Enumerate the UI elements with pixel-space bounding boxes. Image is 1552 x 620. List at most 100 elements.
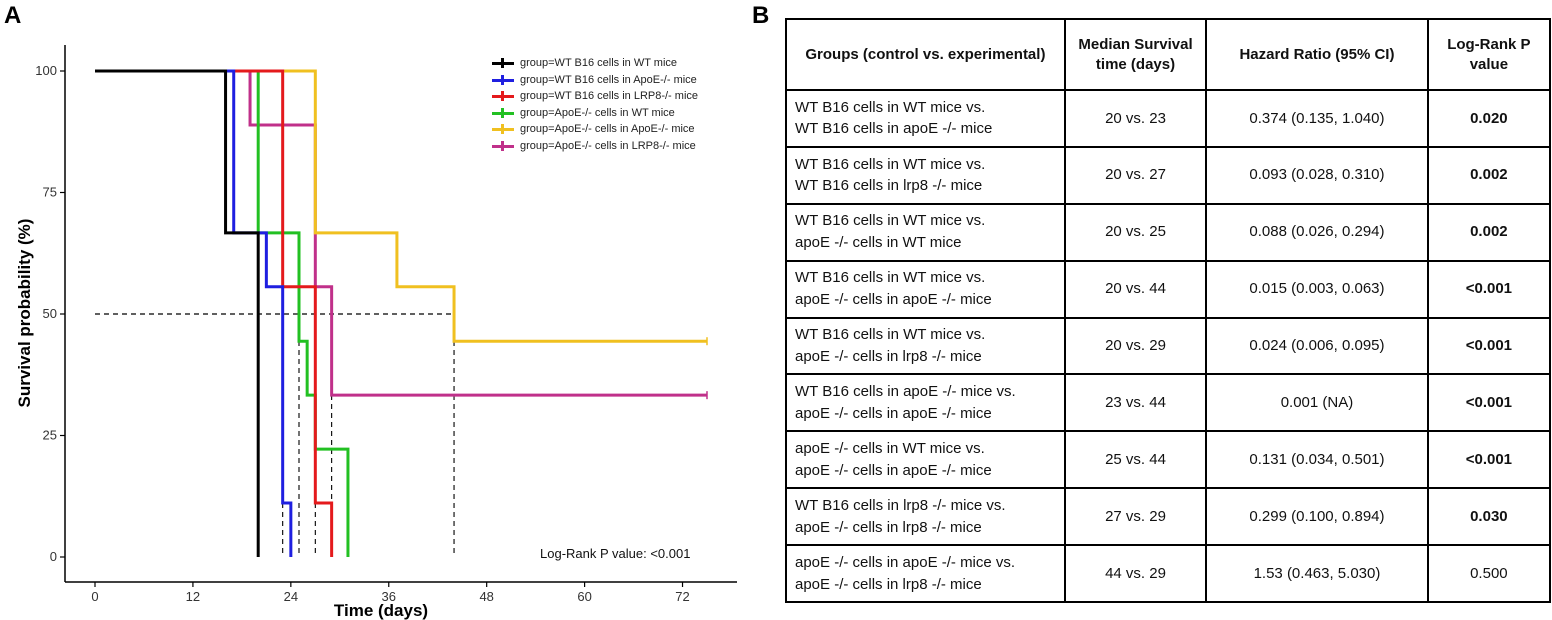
cell-hazard-ratio: 0.093 (0.028, 0.310) <box>1205 145 1429 205</box>
group-control: WT B16 cells in apoE -/- mice vs. <box>795 383 1016 401</box>
cell-groups: apoE -/- cells in apoE -/- mice vs. apoE … <box>785 544 1066 603</box>
group-control: WT B16 cells in WT mice vs. <box>795 155 986 173</box>
group-experimental: apoE -/- cells in lrp8 -/- mice <box>795 518 982 536</box>
group-experimental: apoE -/- cells in apoE -/- mice <box>795 461 992 479</box>
x-tick-label: 60 <box>577 589 591 604</box>
legend-swatch <box>490 91 516 102</box>
table-row: apoE -/- cells in WT mice vs. apoE -/- ce… <box>785 430 1552 490</box>
cell-hazard-ratio: 1.53 (0.463, 5.030) <box>1205 544 1429 603</box>
legend-swatch <box>490 107 516 118</box>
table-row: WT B16 cells in WT mice vs. apoE -/- cell… <box>785 316 1552 376</box>
cell-p-value: <0.001 <box>1426 430 1552 490</box>
table-row: WT B16 cells in apoE -/- mice vs. apoE -/… <box>785 373 1552 433</box>
survival-chart: 0 12 24 36 48 60 72 0 25 50 75 100 Time (days) Surv… <box>15 45 737 620</box>
survival-curve <box>95 69 350 557</box>
group-control: WT B16 cells in WT mice vs. <box>795 212 986 230</box>
cell-median: 20 vs. 25 <box>1063 202 1208 262</box>
legend-label: group=WT B16 cells in WT mice <box>520 57 678 70</box>
cell-p-value: 0.020 <box>1426 89 1552 148</box>
x-axis-label: Time (days) <box>334 601 428 620</box>
group-control: apoE -/- cells in WT mice vs. <box>795 439 985 457</box>
y-tick-label: 100 <box>35 63 57 78</box>
cell-median: 25 vs. 44 <box>1063 430 1208 490</box>
cell-groups: WT B16 cells in WT mice vs. apoE -/- cell… <box>785 259 1066 319</box>
legend-item: group=ApoE-/- cells in LRP8-/- mice <box>490 138 698 155</box>
cell-hazard-ratio: 0.088 (0.026, 0.294) <box>1205 202 1429 262</box>
x-tick-label: 36 <box>382 589 396 604</box>
x-tick-label: 72 <box>675 589 689 604</box>
cell-median: 44 vs. 29 <box>1063 544 1208 603</box>
table-row: WT B16 cells in lrp8 -/- mice vs. apoE -/… <box>785 487 1552 546</box>
y-tick-label: 75 <box>43 185 57 200</box>
chart-legend: group=WT B16 cells in WT mice group=WT B… <box>490 55 698 154</box>
cell-median: 20 vs. 44 <box>1063 259 1208 319</box>
legend-item: group=ApoE-/- cells in ApoE-/- mice <box>490 121 698 138</box>
cell-median: 27 vs. 29 <box>1063 487 1208 546</box>
cell-groups: WT B16 cells in WT mice vs. WT B16 cells … <box>785 89 1066 148</box>
y-tick-label: 0 <box>50 549 57 564</box>
group-experimental: WT B16 cells in apoE -/- mice <box>795 120 993 138</box>
survival-stats-table: Groups (control vs. experimental) Median… <box>785 18 1552 603</box>
cell-p-value: 0.002 <box>1426 145 1552 205</box>
legend-label: group=WT B16 cells in LRP8-/- mice <box>520 90 699 103</box>
group-control: WT B16 cells in WT mice vs. <box>795 326 986 344</box>
panel-b-label: B <box>752 2 770 29</box>
survival-curve <box>95 69 293 557</box>
cell-p-value: <0.001 <box>1426 259 1552 319</box>
x-tick-label: 12 <box>186 589 200 604</box>
group-control: apoE -/- cells in apoE -/- mice vs. <box>795 553 1016 571</box>
legend-label: group=WT B16 cells in ApoE-/- mice <box>520 73 697 86</box>
cell-hazard-ratio: 0.015 (0.003, 0.063) <box>1205 259 1429 319</box>
survival-curve <box>95 69 260 557</box>
cell-p-value: 0.030 <box>1426 487 1552 546</box>
legend-item: group=ApoE-/- cells in WT mice <box>490 105 698 122</box>
table-row: WT B16 cells in WT mice vs. WT B16 cells … <box>785 145 1552 205</box>
cell-groups: WT B16 cells in lrp8 -/- mice vs. apoE -/… <box>785 487 1066 546</box>
legend-item: group=WT B16 cells in WT mice <box>490 55 698 72</box>
table-header-row: Groups (control vs. experimental) Median… <box>785 18 1552 91</box>
cell-median: 20 vs. 29 <box>1063 316 1208 376</box>
cell-median: 20 vs. 27 <box>1063 145 1208 205</box>
x-tick-label: 48 <box>479 589 493 604</box>
cell-p-value: 0.002 <box>1426 202 1552 262</box>
x-tick-label: 24 <box>284 589 298 604</box>
header-hazard-ratio: Hazard Ratio (95% CI) <box>1205 18 1429 91</box>
cell-hazard-ratio: 0.024 (0.006, 0.095) <box>1205 316 1429 376</box>
legend-label: group=ApoE-/- cells in ApoE-/- mice <box>520 123 695 136</box>
cell-groups: WT B16 cells in apoE -/- mice vs. apoE -/… <box>785 373 1066 433</box>
cell-p-value: 0.500 <box>1426 544 1552 603</box>
group-experimental: apoE -/- cells in WT mice <box>795 234 962 252</box>
cell-groups: WT B16 cells in WT mice vs. apoE -/- cell… <box>785 202 1066 262</box>
cell-hazard-ratio: 0.299 (0.100, 0.894) <box>1205 487 1429 546</box>
cell-groups: apoE -/- cells in WT mice vs. apoE -/- ce… <box>785 430 1066 490</box>
survival-curve <box>95 69 707 343</box>
legend-swatch <box>490 140 516 151</box>
group-experimental: apoE -/- cells in lrp8 -/- mice <box>795 347 982 365</box>
table-row: WT B16 cells in WT mice vs. apoE -/- cell… <box>785 202 1552 262</box>
x-tick-label: 0 <box>91 589 98 604</box>
cell-hazard-ratio: 0.374 (0.135, 1.040) <box>1205 89 1429 148</box>
header-p-value: Log-Rank P value <box>1426 18 1552 91</box>
header-groups: Groups (control vs. experimental) <box>785 18 1066 91</box>
group-experimental: apoE -/- cells in apoE -/- mice <box>795 404 992 422</box>
cell-hazard-ratio: 0.001 (NA) <box>1205 373 1429 433</box>
group-experimental: apoE -/- cells in apoE -/- mice <box>795 291 992 309</box>
cell-p-value: <0.001 <box>1426 316 1552 376</box>
table-row: WT B16 cells in WT mice vs. WT B16 cells … <box>785 89 1552 148</box>
group-experimental: WT B16 cells in lrp8 -/- mice <box>795 177 983 195</box>
table-row: apoE -/- cells in apoE -/- mice vs. apoE … <box>785 544 1552 603</box>
y-axis-label: Survival probability (%) <box>15 219 34 408</box>
log-rank-annotation: Log-Rank P value: <0.001 <box>540 546 691 561</box>
legend-swatch <box>490 74 516 85</box>
legend-swatch <box>490 58 516 69</box>
cell-median: 23 vs. 44 <box>1063 373 1208 433</box>
legend-label: group=ApoE-/- cells in WT mice <box>520 106 675 119</box>
legend-item: group=WT B16 cells in LRP8-/- mice <box>490 88 698 105</box>
group-control: WT B16 cells in WT mice vs. <box>795 98 986 116</box>
cell-groups: WT B16 cells in WT mice vs. apoE -/- cell… <box>785 316 1066 376</box>
group-control: WT B16 cells in WT mice vs. <box>795 269 986 287</box>
header-median: Median Survival time (days) <box>1063 18 1208 91</box>
cell-median: 20 vs. 23 <box>1063 89 1208 148</box>
cell-p-value: <0.001 <box>1426 373 1552 433</box>
cell-hazard-ratio: 0.131 (0.034, 0.501) <box>1205 430 1429 490</box>
